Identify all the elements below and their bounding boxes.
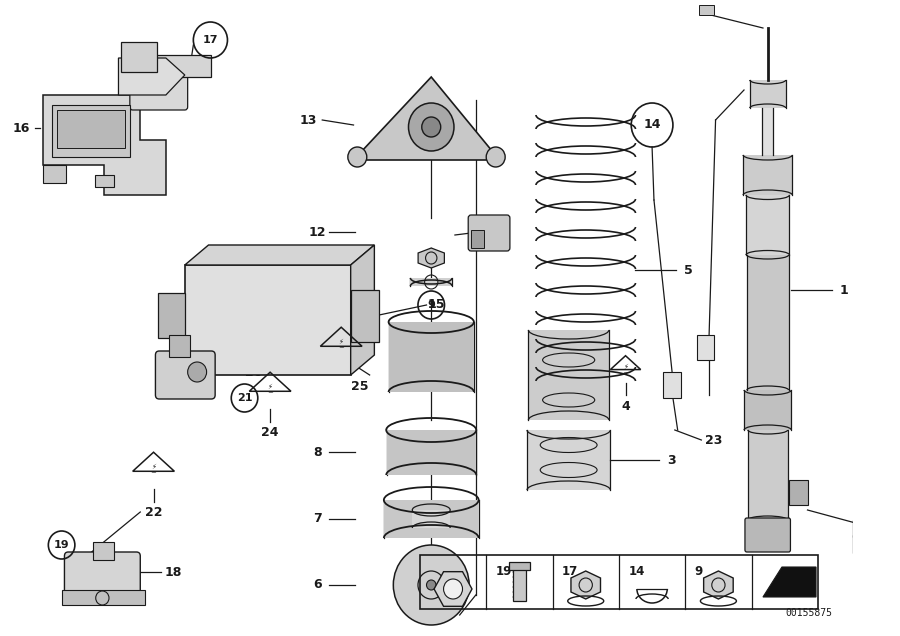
- Bar: [748, 430, 788, 520]
- Text: ~: ~: [267, 390, 273, 396]
- Bar: [762, 108, 773, 155]
- FancyBboxPatch shape: [156, 351, 215, 399]
- Bar: [527, 430, 610, 490]
- FancyBboxPatch shape: [130, 62, 188, 110]
- Polygon shape: [119, 58, 184, 95]
- Text: ⚡: ⚡: [623, 364, 628, 370]
- Text: ~: ~: [623, 370, 628, 376]
- Bar: [184, 265, 351, 375]
- Bar: [42, 165, 67, 183]
- Text: 22: 22: [145, 506, 162, 518]
- Bar: [743, 155, 792, 195]
- Bar: [387, 430, 476, 475]
- Text: 11: 11: [309, 251, 327, 265]
- Text: 6: 6: [313, 579, 322, 591]
- Text: 5: 5: [684, 263, 692, 277]
- Circle shape: [427, 580, 436, 590]
- Text: 21: 21: [237, 393, 252, 403]
- Bar: [384, 500, 479, 538]
- Text: ⚡: ⚡: [338, 339, 344, 345]
- Bar: [57, 110, 125, 148]
- Text: 9: 9: [428, 300, 436, 310]
- Text: 9: 9: [695, 565, 703, 578]
- Circle shape: [393, 545, 469, 625]
- Text: 17: 17: [562, 565, 579, 578]
- Bar: [853, 520, 874, 537]
- Bar: [509, 562, 530, 570]
- Text: 25: 25: [351, 380, 369, 392]
- Polygon shape: [42, 95, 166, 195]
- Bar: [744, 390, 791, 430]
- Circle shape: [347, 147, 367, 167]
- FancyBboxPatch shape: [745, 518, 790, 552]
- Bar: [158, 293, 184, 338]
- Text: 3: 3: [667, 453, 675, 466]
- Text: 8: 8: [313, 445, 322, 459]
- Bar: [747, 255, 788, 390]
- Bar: [94, 175, 113, 187]
- Bar: [420, 555, 818, 609]
- Text: 24: 24: [261, 425, 279, 438]
- Text: 13: 13: [300, 113, 317, 127]
- Text: 14: 14: [644, 118, 661, 132]
- Polygon shape: [704, 571, 734, 599]
- Text: 7: 7: [313, 513, 322, 525]
- Circle shape: [444, 579, 463, 599]
- Text: 15: 15: [428, 298, 445, 312]
- Text: ⚡: ⚡: [151, 464, 156, 470]
- Bar: [663, 372, 680, 398]
- Bar: [471, 230, 484, 248]
- Bar: [697, 335, 714, 360]
- Polygon shape: [434, 572, 472, 606]
- Text: 14: 14: [628, 565, 644, 578]
- Bar: [746, 195, 789, 255]
- Circle shape: [188, 362, 207, 382]
- Bar: [93, 542, 113, 560]
- Text: 00155875: 00155875: [785, 608, 832, 618]
- Polygon shape: [351, 245, 374, 375]
- Circle shape: [486, 147, 505, 167]
- Bar: [52, 105, 130, 157]
- Bar: [389, 322, 474, 392]
- Bar: [410, 278, 452, 286]
- Bar: [61, 590, 145, 605]
- Polygon shape: [763, 567, 816, 597]
- Bar: [122, 42, 158, 72]
- Bar: [788, 480, 807, 505]
- Text: 21: 21: [429, 565, 445, 578]
- Bar: [412, 510, 450, 528]
- Bar: [750, 80, 786, 108]
- Bar: [699, 5, 714, 15]
- FancyBboxPatch shape: [65, 552, 140, 602]
- Text: 19: 19: [496, 565, 512, 578]
- Text: 19: 19: [54, 540, 69, 550]
- Bar: [168, 335, 190, 357]
- Text: ⚡: ⚡: [267, 384, 273, 390]
- Text: 12: 12: [309, 226, 327, 238]
- Circle shape: [409, 103, 454, 151]
- Polygon shape: [571, 571, 600, 599]
- FancyBboxPatch shape: [468, 215, 510, 251]
- Polygon shape: [418, 248, 445, 268]
- Text: 4: 4: [621, 399, 630, 413]
- Circle shape: [422, 117, 441, 137]
- Text: 16: 16: [13, 121, 30, 134]
- Text: 20: 20: [246, 366, 263, 378]
- Text: 1: 1: [839, 284, 848, 296]
- Polygon shape: [354, 77, 500, 160]
- Bar: [147, 55, 212, 77]
- Text: 23: 23: [705, 434, 723, 446]
- Bar: [513, 565, 526, 601]
- Text: 10: 10: [309, 275, 327, 289]
- Text: ~: ~: [338, 345, 344, 351]
- Bar: [351, 290, 379, 342]
- Polygon shape: [184, 245, 374, 265]
- Bar: [528, 330, 609, 420]
- Text: ~: ~: [150, 470, 157, 476]
- Text: 17: 17: [202, 35, 218, 45]
- Text: 18: 18: [165, 565, 182, 579]
- Bar: [853, 535, 900, 553]
